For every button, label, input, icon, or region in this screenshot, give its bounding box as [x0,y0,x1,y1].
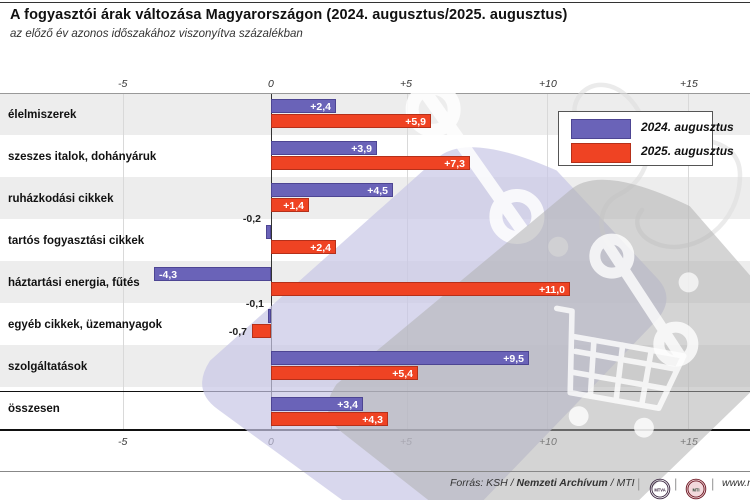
svg-text:MTVA: MTVA [654,487,665,492]
svg-text:MTI: MTI [692,487,699,492]
